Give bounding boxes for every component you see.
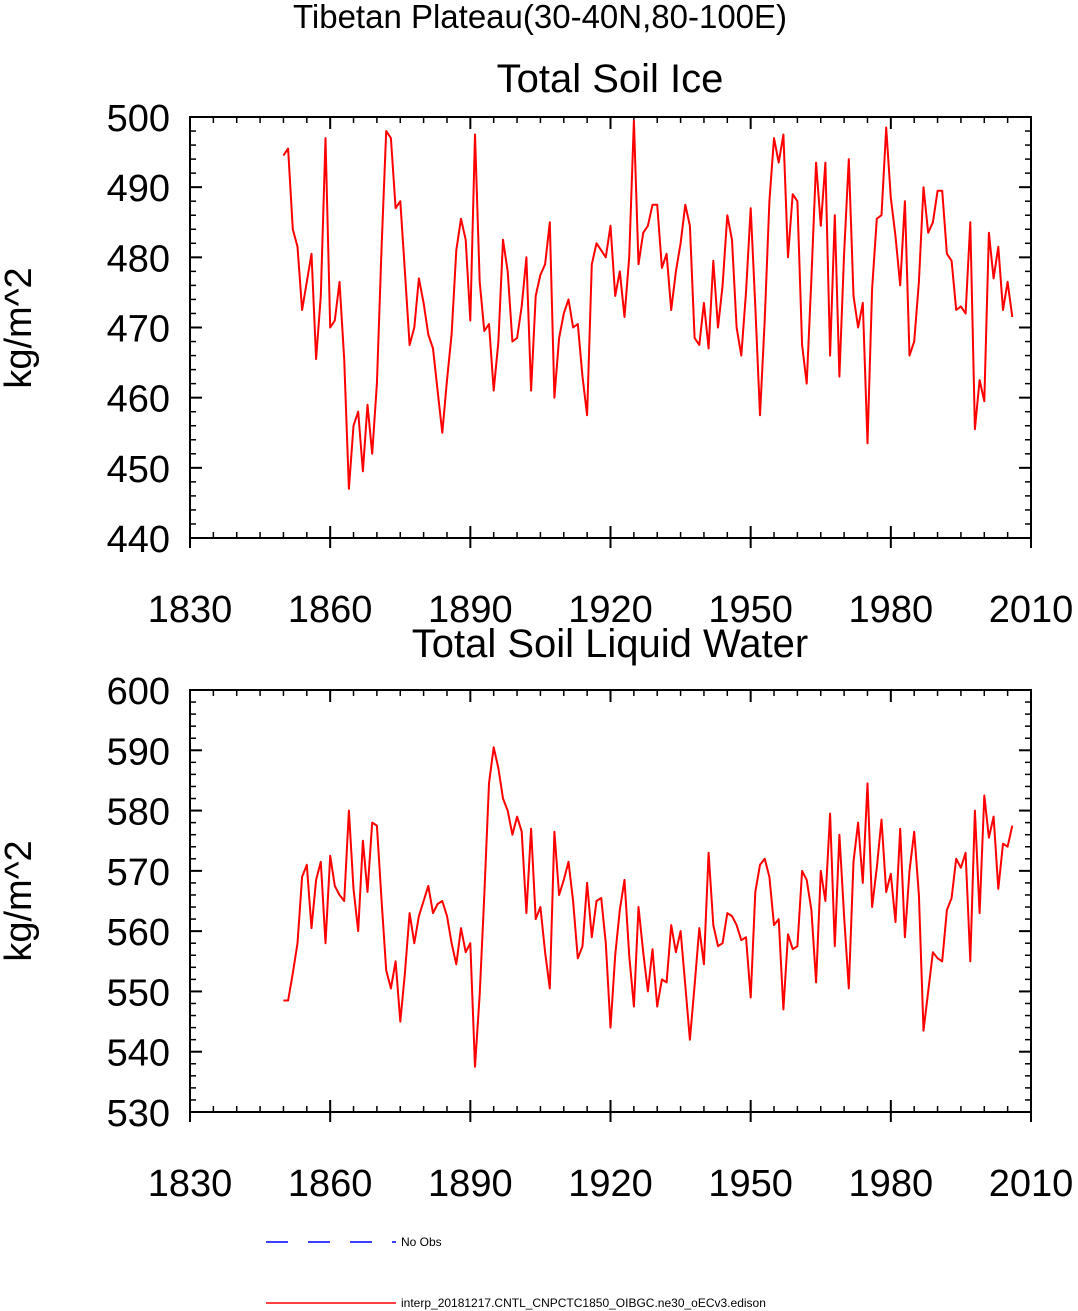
figure-title: Tibetan Plateau(30-40N,80-100E) bbox=[293, 0, 787, 35]
x-tick-label: 1920 bbox=[568, 1163, 653, 1205]
y-tick-label: 590 bbox=[107, 731, 170, 773]
x-tick-label: 1950 bbox=[708, 1163, 793, 1205]
x-tick-label: 1980 bbox=[849, 589, 934, 631]
x-tick-label: 1950 bbox=[708, 589, 793, 631]
series-line bbox=[283, 746, 1014, 1068]
x-tick-label: 1920 bbox=[568, 589, 653, 631]
y-tick-label: 470 bbox=[107, 309, 170, 351]
x-tick-label: 1830 bbox=[148, 1163, 233, 1205]
y-axis-label: kg/m^2 bbox=[0, 267, 40, 388]
y-tick-label: 600 bbox=[107, 671, 170, 713]
x-tick-label: 1890 bbox=[428, 589, 513, 631]
series-line bbox=[282, 119, 1014, 490]
x-tick-label: 1890 bbox=[428, 1163, 513, 1205]
y-tick-label: 460 bbox=[107, 379, 170, 421]
axis-ticks: 1830 1860 1890 1920 1950 1980 2010 440 450 460 470… bbox=[107, 98, 1074, 631]
x-tick-label: 1830 bbox=[148, 589, 233, 631]
axis-ticks: 1830 1860 1890 1920 1950 1980 2010 530 540 550 560… bbox=[107, 671, 1074, 1205]
legend-label-no-obs: No Obs bbox=[401, 1235, 442, 1249]
y-tick-label: 490 bbox=[107, 168, 170, 210]
x-tick-label: 1860 bbox=[288, 589, 373, 631]
legend-label-model: interp_20181217.CNTL_CNPCTC1850_OIBGC.ne… bbox=[401, 1296, 766, 1310]
y-tick-label: 530 bbox=[107, 1093, 170, 1135]
plot-frame bbox=[189, 689, 1032, 1113]
legend: No Obs interp_20181217.CNTL_CNPCTC1850_O… bbox=[266, 1235, 766, 1310]
y-tick-label: 540 bbox=[107, 1033, 170, 1075]
panel-total-soil-liquid-water: Total Soil Liquid Water kg/m^2 1830 1860 1… bbox=[0, 622, 1073, 1205]
y-tick-label: 560 bbox=[107, 912, 170, 954]
x-tick-label: 1860 bbox=[288, 1163, 373, 1205]
series-lines bbox=[282, 119, 1014, 490]
series-lines bbox=[283, 746, 1014, 1068]
panel-total-soil-ice: Total Soil Ice kg/m^2 1830 1860 1890 1920 19… bbox=[0, 57, 1073, 631]
y-tick-label: 440 bbox=[107, 519, 170, 561]
x-tick-label: 2010 bbox=[989, 1163, 1074, 1205]
y-tick-label: 450 bbox=[107, 449, 170, 491]
plot-frame bbox=[189, 116, 1032, 539]
x-tick-label: 1980 bbox=[849, 1163, 934, 1205]
y-tick-label: 480 bbox=[107, 238, 170, 280]
y-tick-label: 550 bbox=[107, 972, 170, 1014]
y-tick-label: 570 bbox=[107, 852, 170, 894]
chart-title: Total Soil Ice bbox=[497, 57, 724, 101]
y-tick-label: 500 bbox=[107, 98, 170, 140]
chart-title: Total Soil Liquid Water bbox=[412, 622, 808, 666]
y-tick-label: 580 bbox=[107, 792, 170, 834]
x-tick-label: 2010 bbox=[989, 589, 1074, 631]
y-axis-label: kg/m^2 bbox=[0, 840, 40, 961]
